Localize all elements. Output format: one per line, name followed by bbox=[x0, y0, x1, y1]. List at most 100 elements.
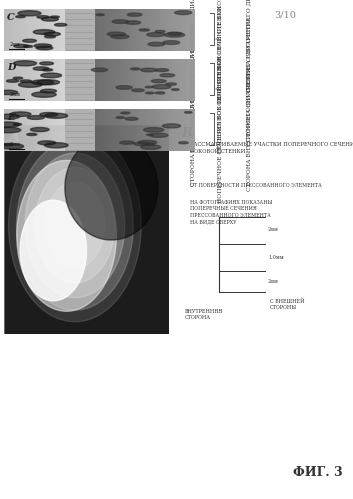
Circle shape bbox=[167, 32, 182, 35]
Text: E: E bbox=[7, 113, 15, 122]
Circle shape bbox=[14, 44, 29, 48]
Circle shape bbox=[150, 133, 168, 137]
Circle shape bbox=[0, 90, 18, 95]
Circle shape bbox=[0, 144, 24, 149]
Bar bbox=[65, 59, 95, 101]
Circle shape bbox=[138, 140, 157, 145]
Circle shape bbox=[132, 89, 144, 92]
Text: ПОПЕРЕЧНОЕ СЕЧЕНИЕ БОКОВОЙ СТЕНКИ: ПОПЕРЕЧНОЕ СЕЧЕНИЕ БОКОВОЙ СТЕНКИ bbox=[217, 0, 223, 103]
Circle shape bbox=[55, 23, 67, 26]
Circle shape bbox=[27, 116, 44, 119]
Polygon shape bbox=[17, 160, 116, 311]
Circle shape bbox=[155, 68, 169, 71]
Circle shape bbox=[155, 30, 165, 32]
Circle shape bbox=[112, 20, 128, 23]
Circle shape bbox=[144, 128, 164, 132]
Circle shape bbox=[116, 86, 132, 89]
Circle shape bbox=[36, 46, 53, 50]
Circle shape bbox=[125, 117, 138, 120]
Circle shape bbox=[148, 42, 164, 46]
Text: D: D bbox=[7, 63, 16, 72]
Circle shape bbox=[163, 41, 180, 44]
Circle shape bbox=[44, 113, 67, 118]
Circle shape bbox=[147, 32, 165, 36]
Circle shape bbox=[96, 14, 104, 15]
Circle shape bbox=[179, 142, 188, 144]
Circle shape bbox=[42, 17, 58, 21]
Circle shape bbox=[20, 80, 32, 82]
Polygon shape bbox=[65, 135, 158, 240]
Circle shape bbox=[10, 112, 31, 116]
Circle shape bbox=[13, 61, 37, 66]
Circle shape bbox=[0, 127, 21, 133]
Polygon shape bbox=[8, 129, 141, 322]
Text: C: C bbox=[7, 13, 15, 22]
Circle shape bbox=[30, 128, 49, 132]
Circle shape bbox=[23, 39, 36, 42]
Circle shape bbox=[19, 82, 42, 87]
Circle shape bbox=[13, 123, 22, 125]
Circle shape bbox=[91, 68, 108, 72]
Circle shape bbox=[31, 80, 54, 85]
Circle shape bbox=[134, 142, 149, 146]
Circle shape bbox=[185, 111, 192, 113]
Circle shape bbox=[111, 34, 129, 38]
Circle shape bbox=[27, 133, 37, 136]
Text: СТОРОНА ВНЕШНЕГО ДИАМЕТРА: СТОРОНА ВНЕШНЕГО ДИАМЕТРА bbox=[191, 22, 196, 136]
Circle shape bbox=[160, 74, 175, 77]
Circle shape bbox=[38, 141, 56, 145]
Circle shape bbox=[172, 89, 179, 90]
Polygon shape bbox=[45, 182, 105, 269]
Text: 2мм: 2мм bbox=[9, 92, 20, 97]
Text: СТОРОНА ВНЕШНЕГО ДИАМЕТРА: СТОРОНА ВНЕШНЕГО ДИАМЕТРА bbox=[191, 0, 196, 86]
Text: ПОПЕРЕЧНОЕ СЕЧЕНИЕ БОКОВОЙ СТЕНКИ: ПОПЕРЕЧНОЕ СЕЧЕНИЕ БОКОВОЙ СТЕНКИ bbox=[217, 5, 223, 153]
Circle shape bbox=[141, 145, 161, 149]
Text: A: A bbox=[10, 131, 20, 144]
FancyBboxPatch shape bbox=[4, 125, 169, 334]
Polygon shape bbox=[17, 141, 133, 310]
Circle shape bbox=[34, 44, 52, 48]
Circle shape bbox=[23, 45, 32, 47]
Circle shape bbox=[151, 79, 166, 83]
Circle shape bbox=[37, 80, 59, 85]
Circle shape bbox=[41, 73, 61, 78]
Circle shape bbox=[42, 69, 53, 71]
Circle shape bbox=[152, 85, 171, 89]
Circle shape bbox=[175, 11, 192, 14]
Circle shape bbox=[44, 32, 60, 36]
Circle shape bbox=[41, 89, 56, 93]
Circle shape bbox=[50, 16, 59, 18]
Polygon shape bbox=[20, 200, 86, 301]
Text: 2мм: 2мм bbox=[268, 279, 279, 284]
Polygon shape bbox=[25, 153, 125, 297]
Text: 3/10: 3/10 bbox=[274, 10, 296, 19]
Circle shape bbox=[32, 92, 56, 97]
Bar bbox=[65, 109, 95, 151]
Circle shape bbox=[18, 10, 41, 16]
Circle shape bbox=[140, 68, 157, 72]
Circle shape bbox=[33, 29, 55, 34]
Circle shape bbox=[145, 92, 154, 94]
Circle shape bbox=[121, 112, 130, 114]
Circle shape bbox=[116, 117, 124, 118]
Circle shape bbox=[146, 134, 154, 136]
Text: С ВНЕШНЕЙ
СТОРОНЫ: С ВНЕШНЕЙ СТОРОНЫ bbox=[270, 299, 304, 310]
Text: СТОРОНА ВНЕШНЕГО ДИАМЕТРА: СТОРОНА ВНЕШНЕГО ДИАМЕТРА bbox=[191, 72, 196, 186]
Text: 8мм: 8мм bbox=[9, 142, 20, 147]
Text: ФИГ. 3: ФИГ. 3 bbox=[293, 466, 343, 479]
Circle shape bbox=[107, 32, 125, 36]
Circle shape bbox=[127, 13, 142, 16]
Circle shape bbox=[131, 68, 140, 70]
Text: 1,0мм: 1,0мм bbox=[268, 254, 283, 259]
Text: СТОРОНА ВНУТРЕННЕГО ДИАМЕТРА: СТОРОНА ВНУТРЕННЕГО ДИАМЕТРА bbox=[246, 17, 251, 141]
Circle shape bbox=[40, 62, 53, 65]
Text: 2мм: 2мм bbox=[268, 227, 279, 232]
Circle shape bbox=[13, 77, 23, 79]
Text: ОТ ПОВЕРХНОСТИ ПРЕССОВАННОГО ЭЛЕМЕНТА: ОТ ПОВЕРХНОСТИ ПРЕССОВАННОГО ЭЛЕМЕНТА bbox=[190, 184, 322, 189]
Circle shape bbox=[37, 15, 49, 18]
Circle shape bbox=[155, 92, 165, 94]
Circle shape bbox=[139, 29, 149, 31]
Circle shape bbox=[166, 83, 176, 85]
Text: ПОПЕРЕЧНОЕ СЕЧЕНИЕ БОКОВОЙ СТЕНКИ: ПОПЕРЕЧНОЕ СЕЧЕНИЕ БОКОВОЙ СТЕНКИ bbox=[217, 55, 223, 203]
Polygon shape bbox=[35, 168, 115, 283]
